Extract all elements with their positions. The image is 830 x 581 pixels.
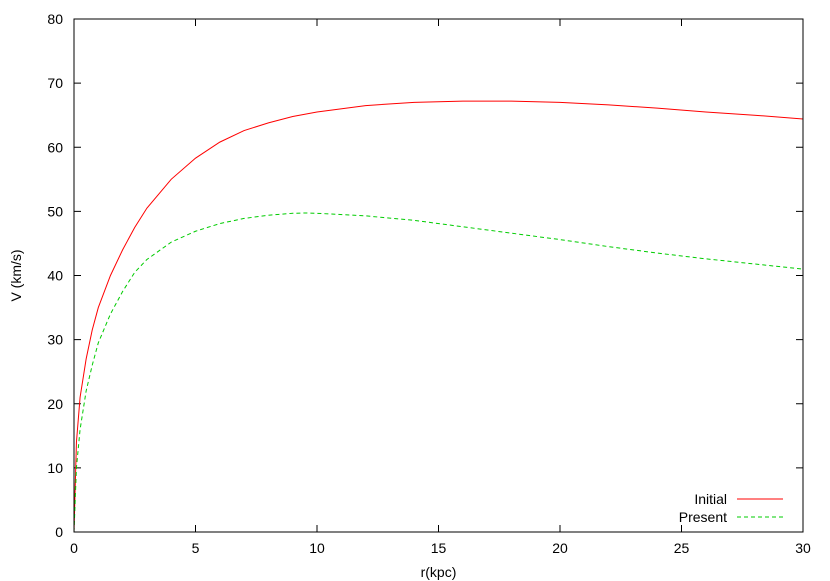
x-tick-label: 15 <box>431 540 447 556</box>
legend-label-present: Present <box>679 509 727 525</box>
x-axis-label: r(kpc) <box>421 564 457 580</box>
legend: Initial Present <box>679 491 783 525</box>
y-axis-label: V (km/s) <box>8 249 24 301</box>
x-tick-label: 10 <box>309 540 325 556</box>
y-tick-label: 10 <box>47 460 63 476</box>
x-tick-label: 5 <box>192 540 200 556</box>
y-tick-label: 60 <box>47 139 63 155</box>
y-tick-label: 70 <box>47 75 63 91</box>
series-line-initial <box>73 100 804 533</box>
y-tick-label: 0 <box>55 524 63 540</box>
x-tick-label: 20 <box>552 540 568 556</box>
y-tick-label: 80 <box>47 11 63 27</box>
y-tick-label: 50 <box>47 203 63 219</box>
axis-ticks <box>73 18 804 533</box>
tick-labels: 0 5 10 15 20 25 30 0 10 20 30 40 50 60 70 80 <box>47 11 811 556</box>
series-line-present <box>73 212 804 533</box>
plot-frame <box>73 18 804 533</box>
y-tick-label: 30 <box>47 332 63 348</box>
x-tick-label: 30 <box>795 540 811 556</box>
legend-label-initial: Initial <box>694 491 727 507</box>
x-tick-label: 25 <box>674 540 690 556</box>
y-tick-label: 40 <box>47 268 63 284</box>
series-layer <box>73 100 804 533</box>
x-tick-label: 0 <box>70 540 78 556</box>
y-tick-label: 20 <box>47 396 63 412</box>
